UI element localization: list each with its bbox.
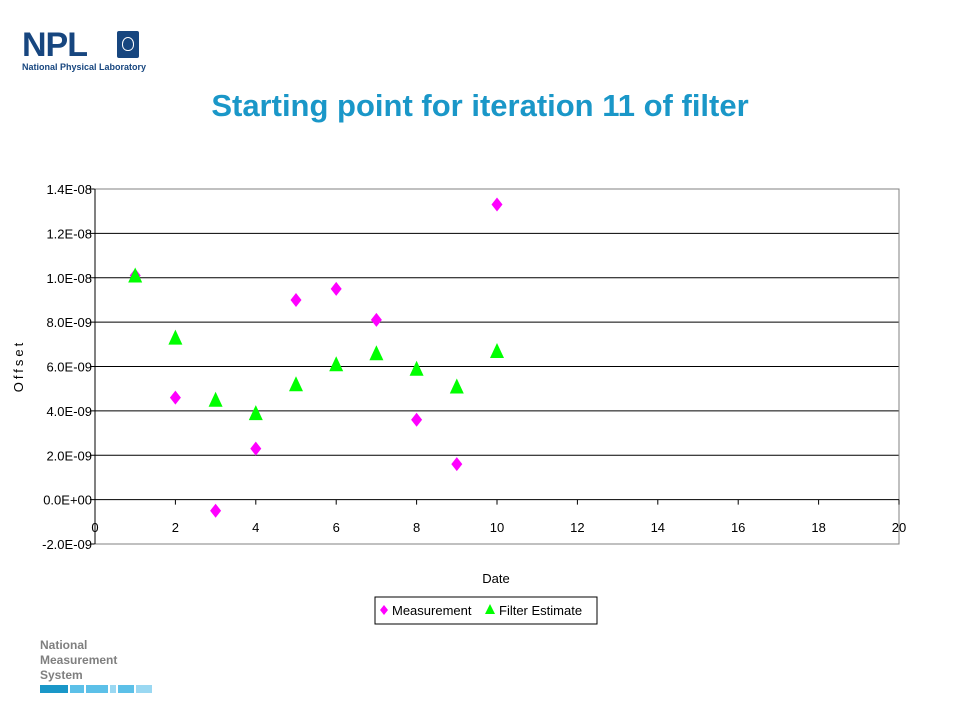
grid-lines: [95, 188, 899, 456]
nms-bar: [110, 685, 116, 693]
x-tick-label: 4: [252, 520, 259, 535]
legend-filter-estimate-label: Filter Estimate: [499, 603, 582, 618]
data-point-measurement: [491, 197, 503, 212]
x-tick-label: 18: [811, 520, 825, 535]
data-point-filter-estimate: [409, 360, 424, 376]
data-point-filter-estimate: [128, 267, 143, 283]
series-measurement: [129, 197, 503, 518]
series-filter-estimate: [128, 267, 504, 421]
y-tick-label: 0.0E+00: [43, 493, 92, 508]
data-point-measurement: [210, 503, 222, 518]
data-point-measurement: [250, 441, 262, 456]
data-point-measurement: [169, 390, 181, 405]
y-tick-label: 1.0E-08: [46, 271, 92, 286]
npl-crest-icon: [117, 31, 139, 58]
nms-bar: [136, 685, 152, 693]
x-axis-title: Date: [482, 571, 509, 586]
data-point-filter-estimate: [248, 405, 263, 421]
data-point-filter-estimate: [449, 378, 464, 394]
x-tick-label: 8: [413, 520, 420, 535]
y-tick-label: 2.0E-09: [46, 448, 92, 463]
nms-logo-line-2: Measurement: [40, 653, 118, 667]
data-point-measurement: [451, 457, 463, 472]
tick-labels: -2.0E-09 0.0E+00 2.0E-09 4.0E-09 6.0E-09 8.0E…: [42, 182, 906, 552]
y-tick-label: 1.2E-08: [46, 226, 92, 241]
data-point-filter-estimate: [168, 329, 183, 345]
nms-logo-bars: [40, 685, 152, 693]
data-point-measurement: [370, 312, 382, 327]
x-tick-label: 16: [731, 520, 745, 535]
data-point-filter-estimate: [289, 376, 303, 392]
data-point-filter-estimate: [490, 342, 504, 358]
legend-filter-estimate-marker: [485, 604, 495, 614]
chart-legend: Measurement Filter Estimate: [374, 596, 598, 625]
data-point-filter-estimate: [329, 356, 344, 372]
nms-logo: National Measurement System: [40, 638, 160, 698]
data-point-filter-estimate: [208, 391, 223, 407]
data-point-measurement: [411, 412, 423, 427]
legend-measurement-label: Measurement: [392, 603, 472, 618]
y-tick-label: 8.0E-09: [46, 315, 92, 330]
npl-logo: NPL National Physical Laboratory: [20, 26, 146, 76]
nms-logo-line-1: National: [40, 638, 88, 652]
data-point-measurement: [290, 292, 302, 307]
npl-logo-subtitle: National Physical Laboratory: [22, 62, 147, 72]
nms-bar: [86, 685, 108, 693]
nms-bar: [70, 685, 84, 693]
x-tick-label: 0: [91, 520, 98, 535]
x-tick-label: 12: [570, 520, 584, 535]
legend-box: [374, 596, 598, 625]
y-tick-label: 6.0E-09: [46, 360, 92, 375]
nms-bar: [40, 685, 68, 693]
nms-logo-line-3: System: [40, 668, 83, 682]
npl-logo-text: NPL: [22, 26, 88, 64]
x-tick-label: 2: [172, 520, 179, 535]
x-tick-label: 6: [333, 520, 340, 535]
y-tick-label: 4.0E-09: [46, 404, 92, 419]
x-tick-label: 10: [490, 520, 504, 535]
y-axis-title: Offset: [11, 340, 26, 392]
slide-title: Starting point for iteration 11 of filte…: [211, 88, 749, 123]
data-series: [128, 197, 504, 518]
y-tick-label: 1.4E-08: [46, 182, 92, 197]
nms-bar: [118, 685, 134, 693]
data-point-measurement: [330, 281, 342, 296]
data-point-filter-estimate: [369, 345, 384, 361]
legend-measurement-marker: [380, 605, 388, 615]
x-tick-label: 20: [892, 520, 906, 535]
y-tick-label: -2.0E-09: [42, 537, 92, 552]
x-tick-label: 14: [651, 520, 665, 535]
axes: [90, 188, 900, 545]
